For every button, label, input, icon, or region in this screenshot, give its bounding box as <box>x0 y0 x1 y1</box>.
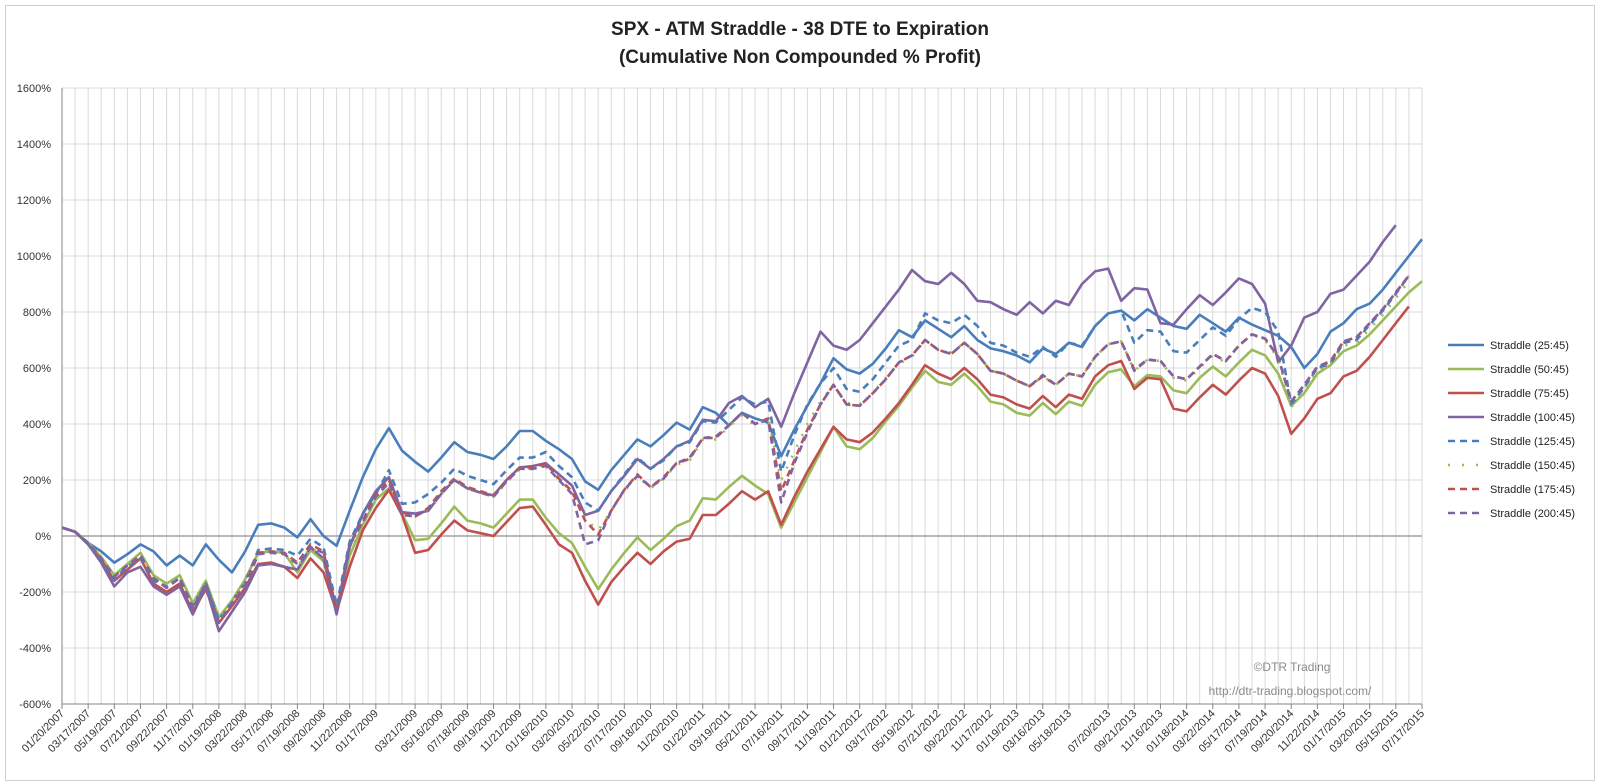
y-tick-label: 400% <box>23 419 51 431</box>
legend-label: Straddle (50:45) <box>1490 364 1569 376</box>
watermark-url: http://dtr-trading.blogspot.com/ <box>1209 684 1372 698</box>
series-line-5 <box>61 274 1410 622</box>
y-tick-label: 0% <box>35 531 51 543</box>
legend-label: Straddle (25:45) <box>1490 340 1569 352</box>
series-line-2 <box>61 280 1423 619</box>
y-tick-label: 1400% <box>17 139 51 151</box>
y-tick-label: 1000% <box>17 251 51 263</box>
series-line-1 <box>61 238 1424 574</box>
y-tick-label: -400% <box>19 643 51 655</box>
series-line-7 <box>61 274 1410 625</box>
y-tick-label: -600% <box>19 699 51 711</box>
chart-title: SPX - ATM Straddle - 38 DTE to Expiratio… <box>611 19 989 40</box>
legend-label: Straddle (150:45) <box>1490 460 1575 472</box>
legend-label: Straddle (100:45) <box>1490 412 1575 424</box>
y-tick-label: 800% <box>23 307 51 319</box>
y-tick-label: 200% <box>23 475 51 487</box>
y-tick-label: 1200% <box>17 195 51 207</box>
legend-label: Straddle (75:45) <box>1490 388 1569 400</box>
watermark-text: ©DTR Trading <box>1254 660 1331 674</box>
y-tick-label: 1600% <box>17 83 51 95</box>
series-line-4 <box>61 224 1397 633</box>
y-tick-label: 600% <box>23 363 51 375</box>
chart-subtitle: (Cumulative Non Compounded % Profit) <box>618 47 982 68</box>
series-line-8 <box>61 274 1410 625</box>
legend-label: Straddle (175:45) <box>1490 484 1575 496</box>
legend-label: Straddle (200:45) <box>1490 508 1575 520</box>
y-tick-label: -200% <box>19 587 51 599</box>
series-line-6 <box>61 280 1410 619</box>
legend-label: Straddle (125:45) <box>1490 436 1575 448</box>
series-line-3 <box>61 305 1410 625</box>
